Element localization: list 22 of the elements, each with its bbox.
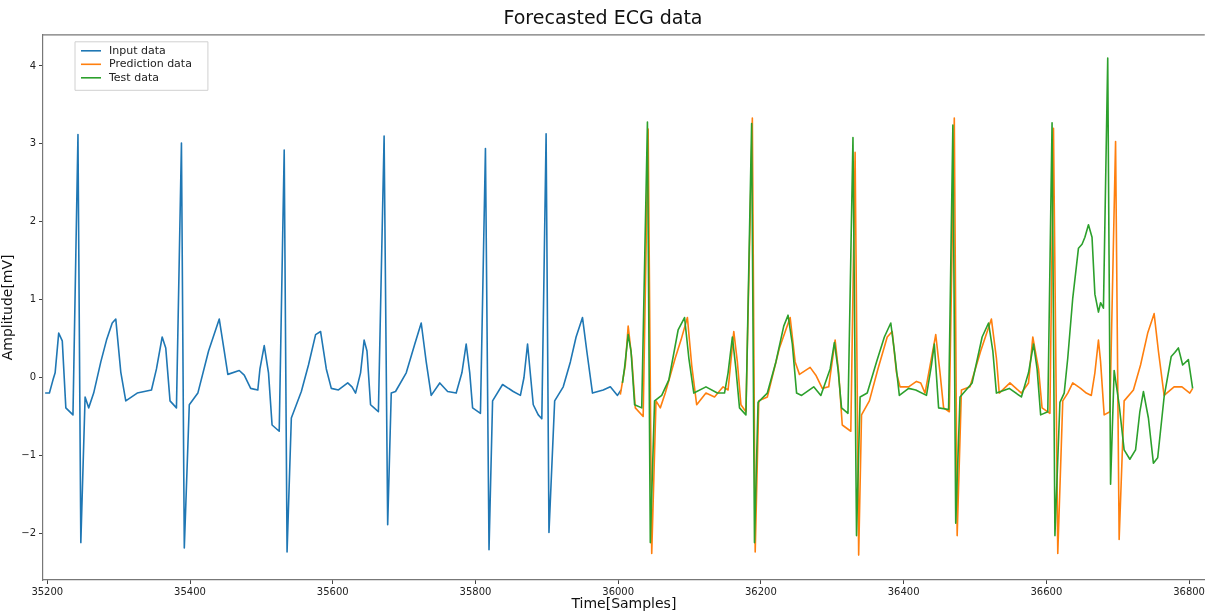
y-tick-label: 1 xyxy=(29,293,36,305)
chart-title: Forecasted ECG data xyxy=(503,6,703,29)
x-tick-label: 35600 xyxy=(316,585,349,597)
x-axis-title: Time[Samples] xyxy=(570,595,677,612)
x-tick-label: 36600 xyxy=(1030,585,1063,597)
x-tick-label: 36000 xyxy=(602,585,635,597)
y-axis-title: Amplitude[mV] xyxy=(0,254,16,361)
x-tick-label: 35400 xyxy=(174,585,206,597)
y-tick-label: −2 xyxy=(21,526,36,538)
x-tick-label: 36800 xyxy=(1173,585,1205,597)
x-tick-label: 36200 xyxy=(745,585,777,597)
x-tick-label: 36400 xyxy=(887,585,920,597)
y-tick-label: 3 xyxy=(29,137,36,149)
y-tick-label: 0 xyxy=(29,371,36,383)
legend-label: Input data xyxy=(109,43,166,57)
x-tick-label: 35200 xyxy=(31,585,64,597)
x-tick-label: 35800 xyxy=(459,585,492,597)
y-tick-label: −1 xyxy=(21,448,36,460)
legend-label: Prediction data xyxy=(109,57,192,71)
y-tick-label: 2 xyxy=(29,215,36,227)
legend-label: Test data xyxy=(108,70,159,84)
y-tick-label: 4 xyxy=(29,59,36,71)
